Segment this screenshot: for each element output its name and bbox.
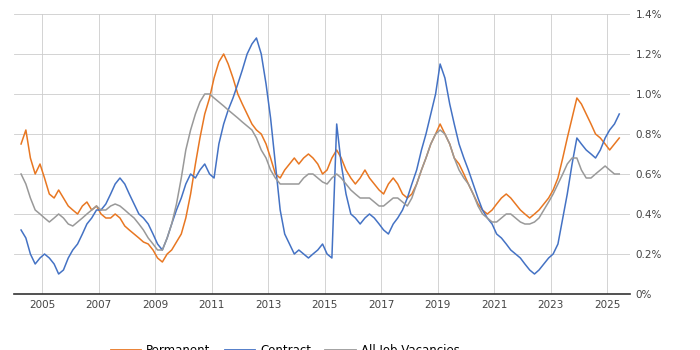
Legend: Permanent, Contract, All Job Vacancies: Permanent, Contract, All Job Vacancies	[106, 339, 464, 350]
